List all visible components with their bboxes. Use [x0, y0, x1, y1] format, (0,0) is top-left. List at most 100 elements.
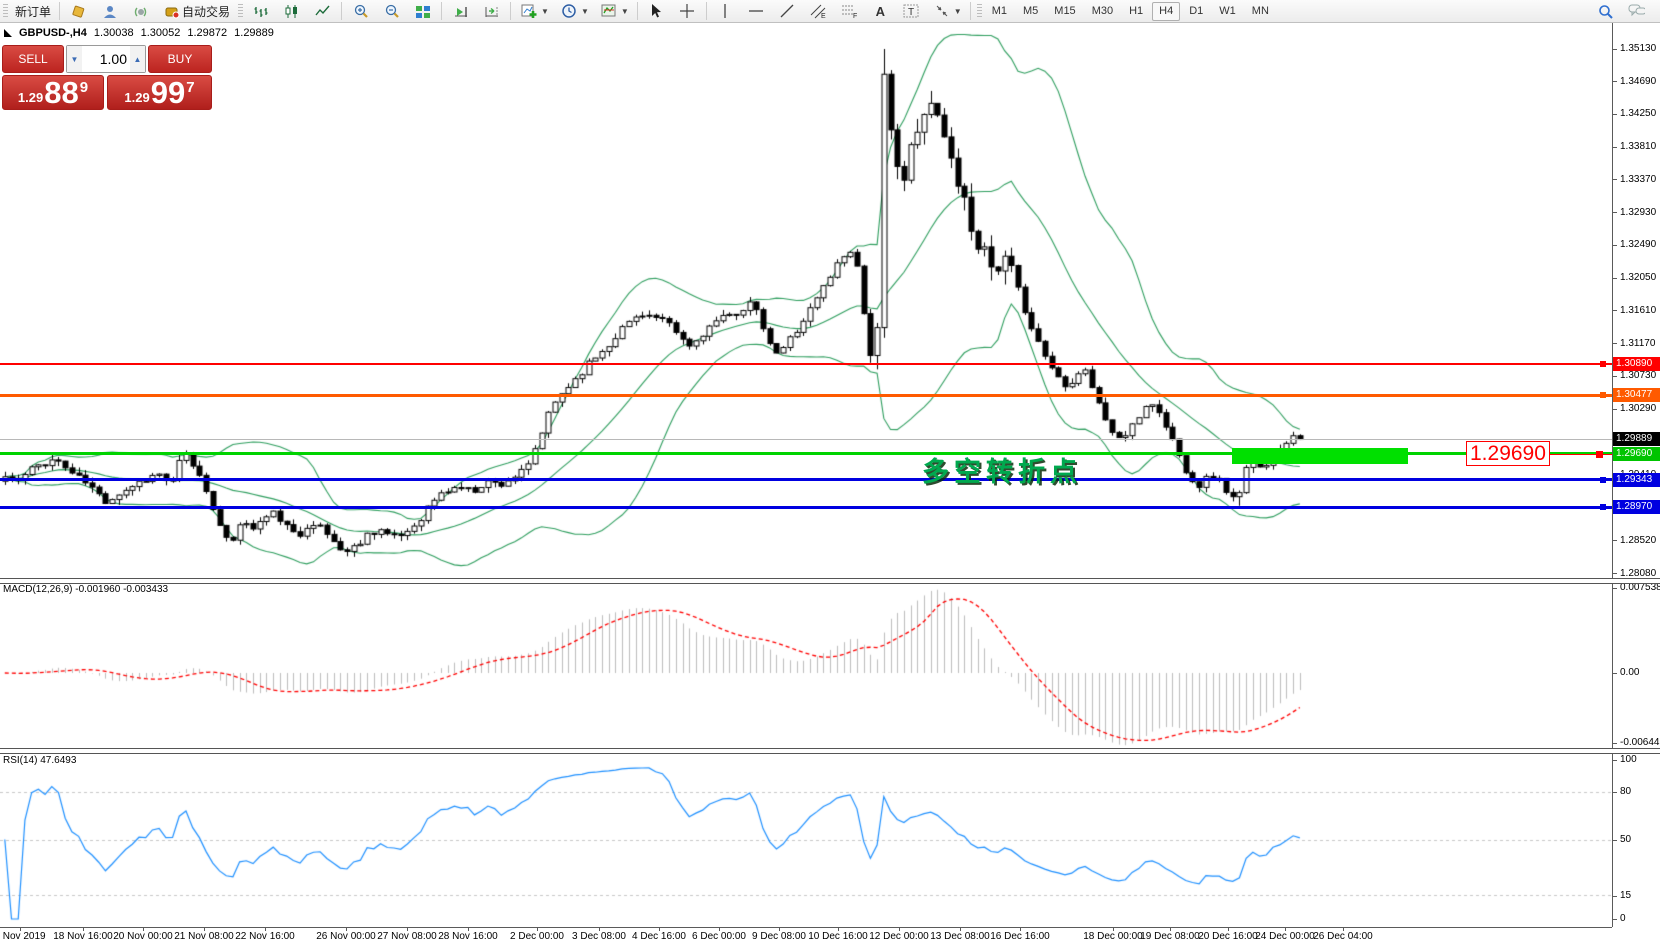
text-label-tool[interactable]: T [896, 1, 927, 22]
pane-divider-macd[interactable] [0, 578, 1660, 584]
text-tool[interactable]: A [865, 1, 896, 22]
zoom-in-button[interactable] [345, 1, 376, 22]
time-axis-tick [838, 927, 839, 931]
zoom-in-icon [352, 3, 369, 19]
arrows-tool[interactable]: ▼ [927, 1, 967, 22]
gold-chart-button[interactable] [63, 1, 94, 22]
volume-input[interactable] [82, 50, 130, 68]
callout-connector-line [1603, 453, 1612, 455]
time-axis-label: 26 Dec 04:00 [1313, 931, 1373, 942]
autotrading-button[interactable]: 自动交易 [156, 1, 235, 22]
price-tick-mark [1612, 375, 1617, 377]
timeframe-button-mn[interactable]: MN [1251, 4, 1269, 17]
time-axis-tick [1020, 927, 1021, 931]
line-anchor-square [1600, 392, 1606, 399]
time-axis-label: 28 Nov 16:00 [438, 931, 498, 942]
toolbar-separator [636, 2, 638, 20]
indicators-button[interactable]: ▼ [514, 1, 554, 22]
timeframe-button-m30[interactable]: M30 [1091, 4, 1114, 17]
sell-price-display[interactable]: 1.29 88 9 [2, 75, 104, 110]
search-button[interactable] [1590, 1, 1621, 22]
toolbar-separator [705, 2, 707, 20]
volume-down-button[interactable]: ▼ [67, 46, 82, 72]
fibonacci-tool[interactable]: F [834, 1, 865, 22]
autotrading-label: 自动交易 [182, 4, 231, 19]
sell-price-sup: 9 [79, 79, 89, 96]
callout-anchor-square[interactable] [1596, 450, 1603, 458]
new-order-button[interactable]: 新订单 [10, 1, 56, 22]
timeframe-button-h4[interactable]: H4 [1152, 1, 1181, 21]
horizontal-line-1.29343[interactable] [0, 478, 1612, 482]
volume-up-button[interactable]: ▲ [130, 46, 145, 72]
sell-button[interactable]: SELL [2, 45, 64, 73]
timeframe-button-m5[interactable]: M5 [1023, 4, 1039, 17]
channel-icon: E [810, 3, 827, 19]
zoom-out-button[interactable] [376, 1, 407, 22]
time-axis-label: 6 Dec 00:00 [692, 931, 746, 942]
ohlc-open: 1.30038 [93, 27, 134, 39]
time-axis-label: 4 Dec 16:00 [632, 931, 686, 942]
highlight-rectangle[interactable] [1232, 447, 1408, 464]
price-tick-mark [1612, 81, 1617, 83]
templates-button[interactable]: ▼ [594, 1, 634, 22]
time-axis-tick [265, 927, 266, 931]
price-tick-label: 1.35130 [1620, 43, 1657, 54]
cursor-tool-button[interactable] [641, 1, 672, 22]
time-axis-label: 16 Dec 16:00 [990, 931, 1050, 942]
indicators-icon [521, 3, 538, 19]
buy-price-display[interactable]: 1.29 99 7 [107, 75, 212, 110]
horizontal-line-1.30890[interactable] [0, 363, 1612, 366]
chevron-down-icon: ▼ [541, 6, 549, 16]
time-axis-tick [346, 927, 347, 931]
chart-shift-button[interactable] [476, 1, 507, 22]
autotrading-icon [163, 3, 180, 19]
price-line-label: 1.30477 [1613, 388, 1660, 403]
line-chart-button[interactable] [307, 1, 338, 22]
price-tick-mark [1612, 277, 1617, 279]
buy-button[interactable]: BUY [148, 45, 212, 73]
time-axis-tick [1228, 927, 1229, 931]
time-axis-label: 2 Dec 00:00 [510, 931, 564, 942]
time-axis-label: 24 Dec 00:00 [1255, 931, 1315, 942]
macd-tick-mark [1612, 743, 1617, 744]
zoom-out-icon [383, 3, 400, 19]
timeframe-button-d1[interactable]: D1 [1189, 4, 1204, 17]
trendline-tool[interactable] [772, 1, 803, 22]
price-tick-label: 1.30290 [1620, 403, 1657, 415]
chat-button[interactable] [1621, 1, 1652, 22]
price-tick-label: 1.28520 [1620, 534, 1657, 546]
price-tick-mark [1612, 244, 1617, 246]
horizontal-line-1.28970[interactable] [0, 505, 1612, 509]
channel-tool[interactable]: E [803, 1, 834, 22]
price-tick-label: 1.30730 [1620, 370, 1657, 382]
sell-price-big: 88 [44, 75, 79, 110]
periods-button[interactable]: ▼ [554, 1, 594, 22]
horizontal-line-tool[interactable] [741, 1, 772, 22]
timeframe-button-w1[interactable]: W1 [1219, 4, 1236, 17]
candlestick-chart-button[interactable] [276, 1, 307, 22]
time-axis-tick [20, 927, 21, 931]
signal-button[interactable] [125, 1, 156, 22]
timeframe-button-m15[interactable]: M15 [1054, 4, 1076, 17]
timeframe-button-m1[interactable]: M1 [991, 4, 1007, 17]
pane-divider-rsi[interactable] [0, 748, 1660, 754]
auto-scroll-button[interactable] [445, 1, 476, 22]
macd-tick-label: 0.00 [1620, 667, 1640, 678]
crosshair-tool-button[interactable] [672, 1, 703, 22]
toolbar-grip[interactable] [976, 3, 982, 19]
horizontal-line-1.30477[interactable] [0, 393, 1612, 397]
tile-windows-button[interactable] [407, 1, 438, 22]
price-callout-label[interactable]: 1.29690 [1466, 441, 1550, 466]
svg-text:E: E [821, 13, 826, 19]
vertical-line-tool[interactable] [710, 1, 741, 22]
toolbar-grip[interactable] [3, 3, 8, 19]
profile-button[interactable] [94, 1, 125, 22]
toolbar-grip[interactable] [238, 3, 244, 19]
time-axis-tick [659, 927, 660, 931]
chart-annotation-text[interactable]: 多空转折点 [922, 457, 1082, 487]
bar-chart-button[interactable] [245, 1, 276, 22]
timeframe-button-h1[interactable]: H1 [1129, 4, 1144, 17]
time-axis-label: 13 Dec 08:00 [930, 931, 990, 942]
horizontal-line-1.29690[interactable] [0, 452, 1612, 456]
